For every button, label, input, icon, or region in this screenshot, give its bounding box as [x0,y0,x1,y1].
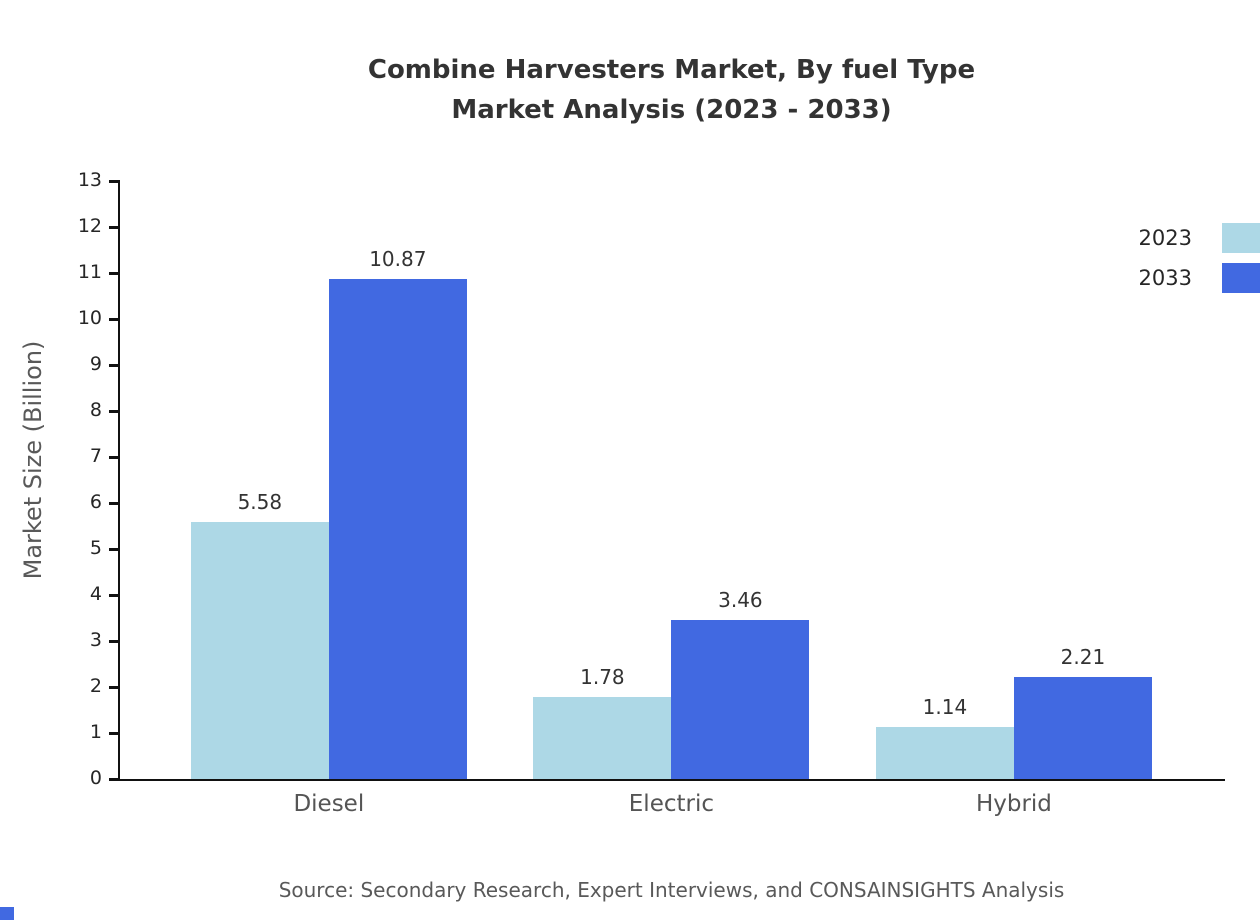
y-tick-label: 8 [89,399,102,421]
y-tick-label: 7 [89,445,102,467]
y-tick-mark [109,594,120,597]
bar-2023-electric [533,697,672,779]
y-tick-mark [109,548,120,551]
y-axis-label: Market Size (Billion) [19,340,47,580]
y-tick-mark [109,502,120,505]
bar-value-label: 1.14 [922,694,968,719]
y-tick-mark [109,640,120,643]
chart-title: Combine Harvesters Market, By fuel Type … [118,50,1225,130]
legend-label: 2023 [1138,226,1192,250]
legend-item-2033: 2033 [1139,258,1260,298]
chart-title-line-2: Market Analysis (2023 - 2033) [451,95,892,125]
y-tick-mark [109,456,120,459]
x-tick-label: Diesel [293,791,365,817]
legend-swatch-2023 [1222,223,1260,253]
y-tick-label: 2 [89,675,102,697]
source-note: Source: Secondary Research, Expert Inter… [278,878,1065,902]
bar-value-label: 1.78 [580,665,625,690]
y-tick-mark [109,318,120,321]
y-tick-label: 1 [89,721,102,743]
y-tick-label: 5 [89,537,102,559]
y-tick-mark [109,410,120,413]
y-tick-label: 0 [89,767,102,789]
y-tick-label: 10 [77,307,102,329]
bar-2033-diesel [328,278,467,779]
bar-2023-hybrid [875,726,1014,779]
y-tick-label: 11 [77,261,102,283]
y-tick-mark [109,226,120,229]
y-tick-label: 4 [89,583,102,605]
plot-area: 0 1 2 3 4 5 6 7 8 9 10 11 12 13 5.58 10.87 Diesel 1.78 3.4… [78,169,1225,817]
chart-title-line-1: Combine Harvesters Market, By fuel Type [367,55,976,85]
y-tick-mark [109,180,120,183]
x-tick-label: Hybrid [975,791,1052,817]
y-tick-mark [109,686,120,689]
y-tick-mark [109,732,120,735]
x-tick-label: Electric [628,791,714,817]
legend-item-2023: 2023 [1139,218,1260,258]
y-tick-label: 9 [89,353,102,375]
legend-label: 2033 [1138,266,1192,290]
y-tick-mark [109,778,120,781]
bar-value-label: 10.87 [369,246,427,271]
bar-2033-hybrid [1013,677,1152,779]
legend-swatch-2033 [1222,263,1260,293]
y-tick-label: 6 [89,491,102,513]
bar-value-label: 5.58 [237,490,283,515]
bar-2023-diesel [190,522,329,779]
bottom-left-logo-fragment [0,907,14,920]
y-tick-label: 3 [89,629,102,651]
y-tick-mark [109,272,120,275]
legend: 2023 2033 [1139,218,1260,298]
bar-value-label: 2.21 [1060,645,1106,670]
bar-value-label: 3.46 [718,587,763,612]
bar-2033-electric [671,619,810,779]
y-tick-label: 12 [77,215,102,237]
y-tick-mark [109,364,120,367]
y-tick-label: 13 [77,169,102,191]
